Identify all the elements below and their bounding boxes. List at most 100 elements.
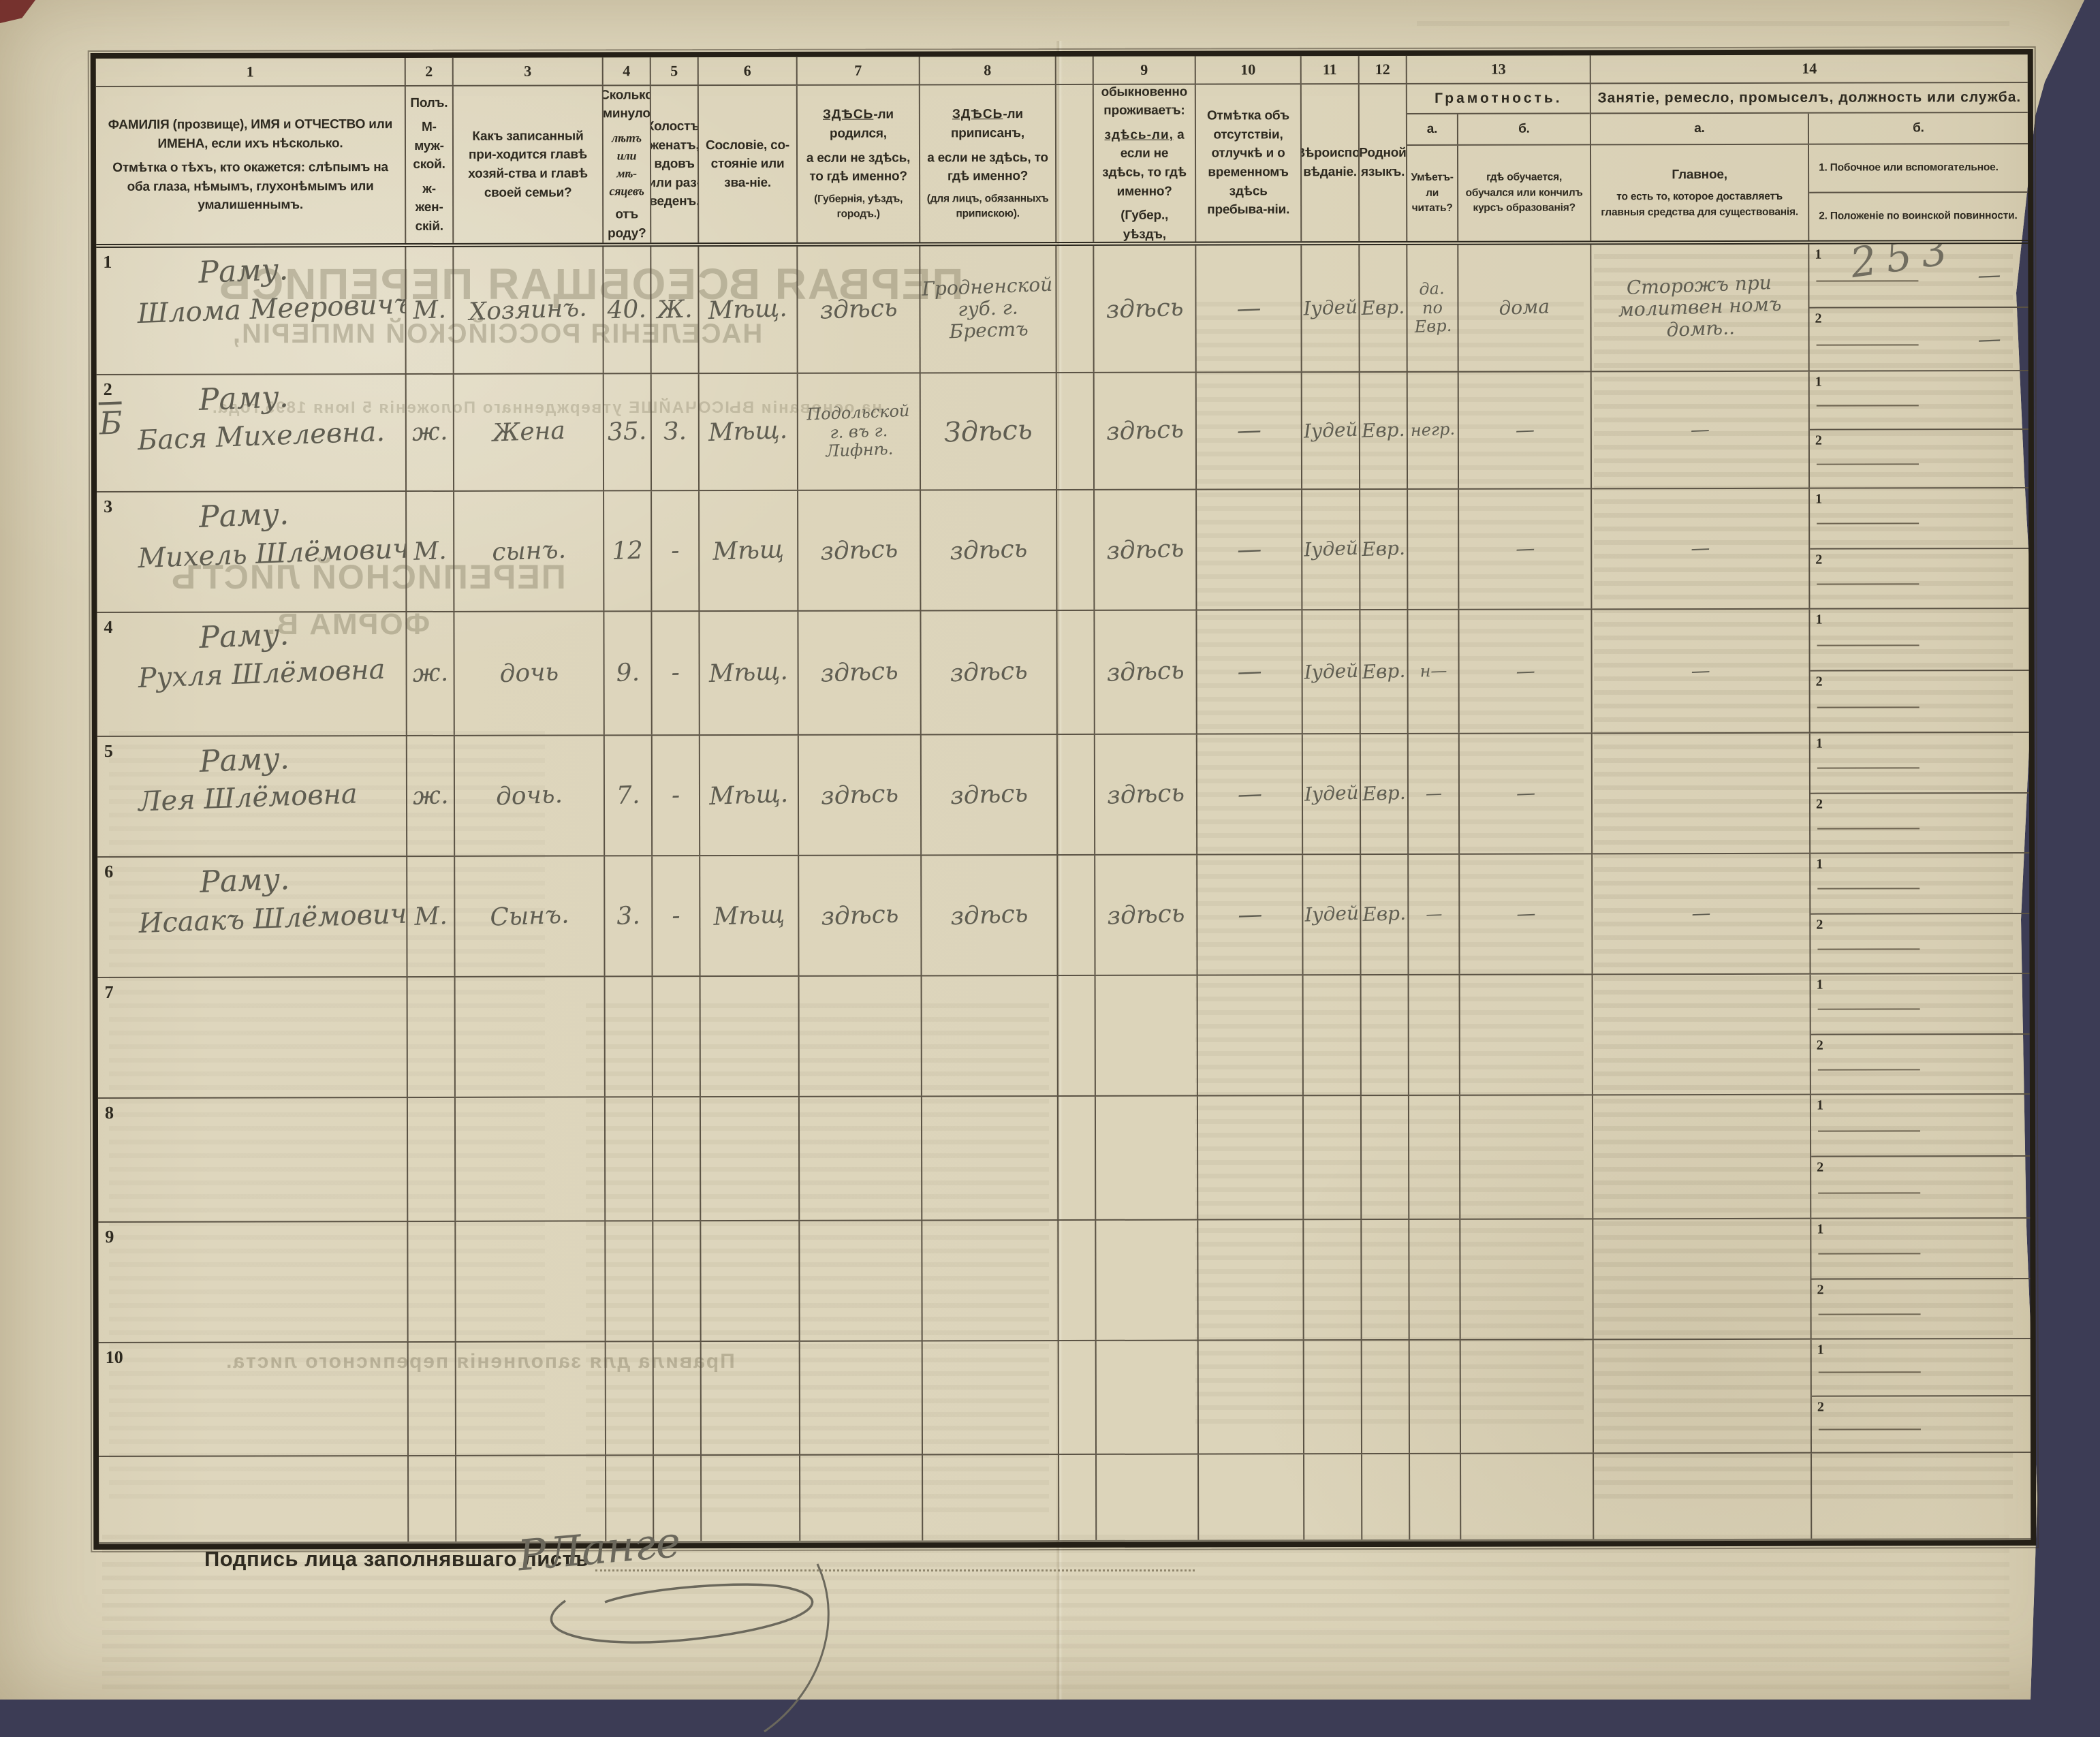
- header-relation-text: Какъ записанный при-ходится главѣ хозяй-…: [468, 129, 588, 200]
- printed-rule: [1816, 463, 1919, 465]
- table-row: 3 Раму. Михель Шлёмовичъ М. сынъ. 12 - М…: [97, 488, 2029, 613]
- cell-literacy-read: н—: [1419, 661, 1447, 681]
- cell-estate: Мѣщ: [712, 535, 785, 566]
- cell-religion: Іудей: [1302, 418, 1358, 443]
- cell-residence: здѣсь: [1106, 534, 1185, 565]
- cell-religion: Іудей: [1303, 659, 1359, 684]
- table-row: 5 Раму. Лея Шлёмовна ж. дочь. 7. - Мѣщ. …: [97, 733, 2030, 858]
- cell-name: 8: [97, 1098, 409, 1221]
- cell-marital: -: [671, 901, 681, 930]
- signature-label: Подпись лица заполнявшаго листъ: [204, 1547, 589, 1571]
- subcell-label-1: 1: [1815, 612, 1823, 627]
- printed-rule: [1816, 280, 1919, 282]
- header-literacy: Грамотность. а. б. Умѣетъ-ли читать? гдѣ…: [1407, 84, 1592, 241]
- subcell-label-1: 1: [1816, 977, 1823, 992]
- subcell-label-1: 1: [1815, 736, 1823, 751]
- cell-religion: Іудей: [1302, 296, 1358, 321]
- cell-residence: здѣсь: [1106, 779, 1185, 810]
- printed-rule: [1817, 522, 1919, 525]
- printed-rule: [1817, 948, 1920, 950]
- row-number: 4: [104, 616, 113, 637]
- subcell-label-2: 2: [1817, 1399, 1824, 1415]
- header-occupation-title: Занятіе, ремесло, промыселъ, должность и…: [1590, 83, 2028, 114]
- header-sex: Полъ. М-муж-ской. ж-жен-скій.: [405, 86, 454, 244]
- table-row: 1 Раму. Шлома Мееровичъ. М. Хозяинъ. 40.…: [96, 244, 2028, 375]
- side-dash: —: [1977, 261, 2002, 290]
- cell-literacy-education: —: [1515, 659, 1535, 683]
- signature-block: Подпись лица заполнявшаго листъ: [204, 1546, 1195, 1571]
- header-registration-note: (для лицъ, обязанныхъ припискою).: [926, 192, 1049, 220]
- printed-rule: [1817, 1069, 1920, 1071]
- printed-rule: [1816, 343, 1919, 346]
- cell-name: 4 Раму. Рухля Шлёмовна: [97, 612, 407, 736]
- surname-handwriting: Раму.: [198, 741, 290, 779]
- header-estate-text: Сословіе, со-стояніе или зва-ніе.: [705, 138, 790, 190]
- military-status-subcell: 2: [1811, 1035, 2030, 1094]
- cell-name: 2 Б Раму. Бася Михелевна.: [96, 375, 407, 491]
- header-registration: ЗДѢСЬ-ли приписанъ, а если не здѣсь, то …: [920, 85, 1057, 242]
- cell-age: 40.: [607, 295, 647, 325]
- header-marital: Холостъ, женатъ, вдовъ или раз-веденъ.: [651, 86, 700, 243]
- cell-birthplace: здѣсь: [820, 900, 900, 931]
- cell-language: Евр.: [1362, 781, 1407, 806]
- header-absence-text: Отмѣтка объ отсутствіи, отлучкѣ и о врем…: [1206, 108, 1290, 217]
- side-occupation-subcell: 1: [1810, 488, 2029, 550]
- side-occupation-subcell: 1: [1811, 1219, 2031, 1280]
- header-residence-1: Гдѣ обыкновенно проживаетъ:: [1101, 84, 1188, 119]
- cell-name: 6 Раму. Исаакъ Шлёмовичъ: [97, 857, 408, 977]
- printed-rule: [1817, 828, 1920, 830]
- header-age: Сколько минуло лѣтъ или мѣ-сяцевъ отъ ро…: [603, 86, 652, 243]
- cell-age: 9.: [615, 659, 640, 688]
- printed-rule: [1818, 1191, 1921, 1194]
- cell-literacy-education: —: [1514, 418, 1535, 441]
- header-name-note: Отмѣтка о тѣхъ, кто окажется: слѣпымъ на…: [112, 160, 388, 213]
- surname-handwriting: Раму.: [198, 252, 289, 290]
- cell-occupation-side: 1 2: [1810, 733, 2029, 853]
- military-status-subcell: 2: [1812, 1396, 2031, 1452]
- cell-relation: Сынъ.: [489, 901, 570, 932]
- header-age-3: отъ роду?: [608, 207, 646, 241]
- military-status-subcell: 2: [1811, 671, 2029, 732]
- header-row: ФАМИЛІЯ (прозвище), ИМЯ и ОТЧЕСТВО или И…: [95, 83, 2028, 248]
- printed-rule: [1817, 1008, 1920, 1010]
- cell-literacy-education: дома: [1499, 295, 1550, 320]
- cell-language: Евр.: [1361, 537, 1406, 561]
- cell-residence: здѣсь: [1105, 293, 1185, 324]
- subcell-label-2: 2: [1816, 1037, 1823, 1053]
- header-occupation-side-2: 2. Положеніе по воинской повинности.: [1819, 210, 2018, 222]
- gutter: [1056, 245, 1095, 373]
- cell-marital: -: [670, 659, 680, 687]
- cell-occupation: —: [1690, 659, 1711, 683]
- subcell-label-2: 2: [1815, 674, 1823, 689]
- given-name-handwriting: Лея Шлёмовна: [138, 778, 358, 818]
- cell-absence: —: [1236, 416, 1262, 445]
- cell-relation: дочь.: [495, 780, 563, 811]
- given-name-handwriting: Михель Шлёмовичъ: [137, 532, 407, 574]
- subcell-label-1: 1: [1815, 247, 1822, 262]
- col-number-12: 12: [1359, 55, 1407, 84]
- side-occupation-subcell: 1: [1809, 371, 2028, 431]
- gutter: [1059, 1220, 1097, 1341]
- cell-name: 1 Раму. Шлома Мееровичъ.: [96, 247, 407, 374]
- header-residence-here: здѣсь-ли,: [1104, 127, 1174, 142]
- cell-occupation: —: [1690, 536, 1710, 560]
- header-birthplace: ЗДѢСЬ-ли родился, а если не здѣсь, то гд…: [797, 85, 921, 242]
- header-literacy-title: Грамотность.: [1407, 84, 1590, 114]
- printed-rule: [1818, 1253, 1921, 1255]
- cell-literacy-read: —: [1424, 783, 1442, 803]
- cell-residence: здѣсь: [1106, 656, 1185, 688]
- cell-literacy-education: —: [1515, 537, 1535, 561]
- col-number-5: 5: [651, 57, 699, 85]
- cell-occupation-side: 1 2: [1811, 1219, 2031, 1339]
- cell-occupation-side: 1 2: [1809, 371, 2028, 488]
- header-age-2: лѣтъ или мѣ-сяцевъ: [609, 131, 644, 198]
- bleedthrough-text-lines: [1594, 245, 2013, 1505]
- header-registration-2: а если не здѣсь, то гдѣ именно?: [927, 150, 1048, 184]
- side-occupation-subcell: 1: [1811, 1339, 2031, 1397]
- gutter: [1059, 1341, 1097, 1454]
- cell-estate: Мѣщ.: [708, 657, 789, 689]
- cell-registration: Здѣсь: [943, 413, 1033, 449]
- side-occupation-subcell: 1 253 —: [1809, 244, 2028, 309]
- surname-handwriting: Раму.: [198, 379, 289, 418]
- cell-occupation: —: [1691, 901, 1711, 925]
